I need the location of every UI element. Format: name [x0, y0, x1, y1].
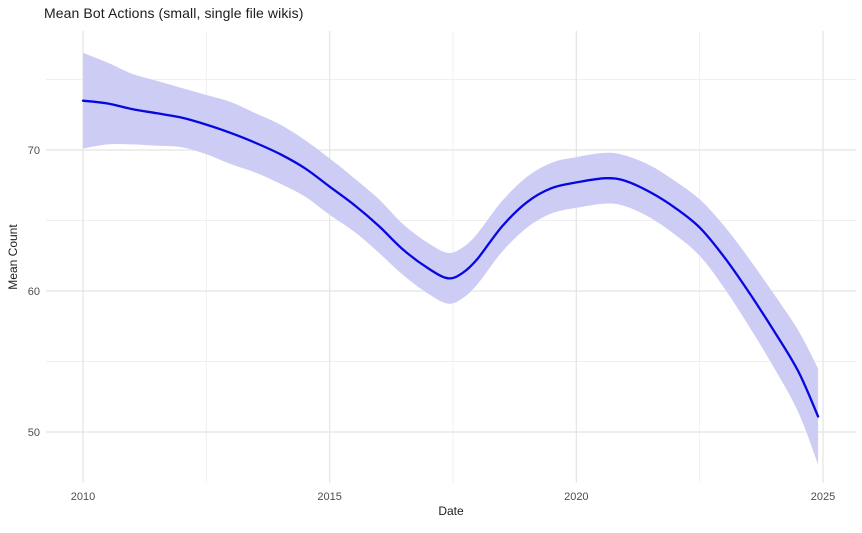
trend-line	[81, 99, 820, 418]
confidence-band	[83, 52, 819, 465]
y-tick-label-70: 70	[28, 145, 40, 157]
x-tick-label-2020: 2020	[564, 491, 588, 503]
y-tick-label-60: 60	[28, 286, 40, 298]
x-axis-title: Date	[438, 504, 464, 518]
x-tick-label-2015: 2015	[317, 491, 341, 503]
chart-title: Mean Bot Actions (small, single file wik…	[44, 5, 304, 21]
x-tick-label-2010: 2010	[71, 491, 95, 503]
x-tick-label-2025: 2025	[811, 491, 835, 503]
y-axis-title: Mean Count	[6, 224, 20, 290]
y-tick-label-50: 50	[28, 427, 40, 439]
